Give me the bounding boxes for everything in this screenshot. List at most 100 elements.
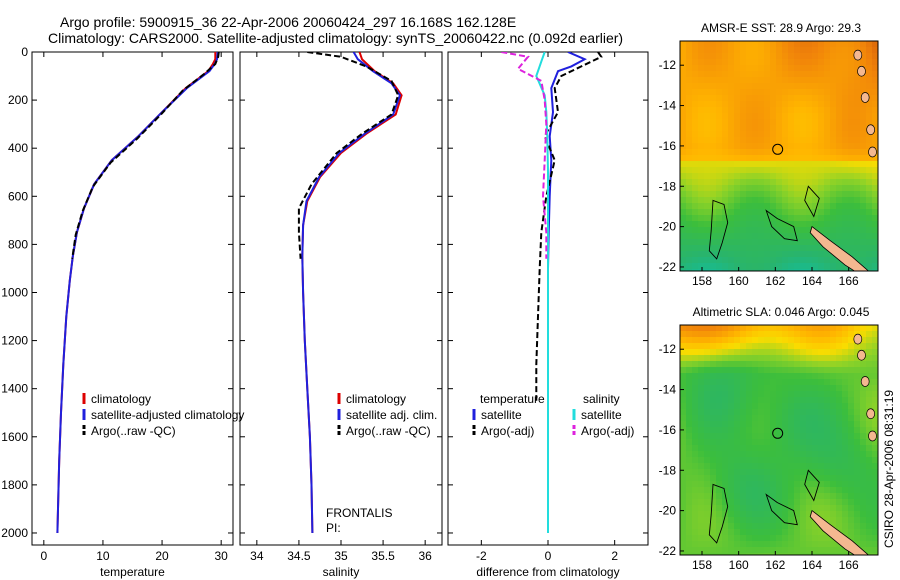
temperature-xlabel: temperature [100,565,165,579]
amsre-sst-cell [764,251,771,258]
altimetric-sla-cell [830,523,837,530]
altimetric-sla-cell [812,535,819,542]
altimetric-sla-cell [848,391,855,398]
amsre-sst-cell [740,65,747,72]
altimetric-sla-cell [770,517,777,524]
amsre-sst-cell [728,47,735,54]
amsre-sst-cell [722,119,729,126]
amsre-sst-cell [782,221,789,228]
altimetric-sla-cell [872,523,878,530]
amsre-sst-cell [710,95,717,102]
amsre-sst-cell [680,137,687,144]
altimetric-sla-cell [782,325,789,332]
amsre-sst-cell [764,155,771,162]
amsre-sst-cell [770,77,777,84]
altimetric-sla-cell [818,535,825,542]
amsre-sst-cell [788,251,795,258]
amsre-sst-cell [848,245,855,252]
amsre-sst-cell [752,203,759,210]
altimetric-sla-cell [818,361,825,368]
amsre-sst-cell [764,269,771,271]
amsre-sst-cell [842,95,849,102]
altimetric-sla-cell [716,451,723,458]
amsre-sst-cell [776,239,783,246]
amsre-sst-cell [842,47,849,54]
altimetric-sla-cell [686,445,693,452]
amsre-sst-cell [794,59,801,66]
amsre-sst-cell [848,239,855,246]
amsre-sst-cell [734,41,741,48]
amsre-sst-cell [710,131,717,138]
amsre-sst-cell [728,257,735,264]
altimetric-sla-cell [782,355,789,362]
altimetric-sla-cell [704,541,711,548]
amsre-sst-cell [728,101,735,108]
amsre-sst-island [860,92,870,103]
amsre-sst-cell [866,155,873,162]
amsre-sst-cell [698,131,705,138]
amsre-sst-cell [806,221,813,228]
altimetric-sla-cell [788,451,795,458]
amsre-sst-cell [872,239,878,246]
altimetric-sla-cell [698,487,705,494]
altimetric-sla-cell [710,349,717,356]
altimetric-sla-cell [758,457,765,464]
amsre-sst-cell [824,41,831,48]
amsre-sst-cell [704,203,711,210]
altimetric-sla-cell [740,493,747,500]
altimetric-sla-cell [848,475,855,482]
altimetric-sla-cell [842,391,849,398]
amsre-sst-cell [782,269,789,271]
altimetric-sla-cell [716,391,723,398]
amsre-sst-cell [818,107,825,114]
amsre-sst-cell [848,173,855,180]
altimetric-sla-cell [860,481,867,488]
amsre-sst-cell [698,77,705,84]
amsre-sst-cell [764,119,771,126]
altimetric-sla-cell [782,457,789,464]
amsre-sst-cell [692,215,699,222]
altimetric-sla-cell [746,421,753,428]
amsre-sst-cell [788,245,795,252]
altimetric-sla-cell [800,433,807,440]
amsre-sst-cell [848,101,855,108]
altimetric-sla-cell [818,463,825,470]
amsre-sst-cell [740,173,747,180]
altimetric-sla-cell [740,373,747,380]
altimetric-sla-cell [698,541,705,548]
altimetric-sla-cell [836,439,843,446]
altimetric-sla-cell [854,349,861,356]
amsre-sst-cell [854,215,861,222]
altimetric-sla-cell [824,541,831,548]
altimetric-sla-cell [836,421,843,428]
altimetric-sla-cell [758,499,765,506]
amsre-sst-cell [830,41,837,48]
amsre-sst-cell [704,161,711,168]
altimetric-sla-cell [818,451,825,458]
amsre-sst-cell [818,65,825,72]
altimetric-sla-cell [818,331,825,338]
amsre-sst-cell [704,257,711,264]
altimetric-sla-cell [770,553,777,555]
altimetric-sla-cell [740,427,747,434]
amsre-sst-cell [788,239,795,246]
altimetric-sla-cell [686,523,693,530]
altimetric-sla-cell [752,385,759,392]
altimetric-sla-cell [782,445,789,452]
amsre-sst-cell [812,77,819,84]
amsre-sst-cell [818,167,825,174]
altimetric-sla-cell [764,367,771,374]
amsre-sst-cell [698,47,705,54]
amsre-sst-cell [722,161,729,168]
altimetric-sla-cell [752,511,759,518]
amsre-sst-cell [686,137,693,144]
altimetric-sla-cell [848,361,855,368]
amsre-sst-cell [872,209,878,216]
amsre-sst-xtick-label: 162 [765,274,785,288]
salinity-line-argo-raw-qc- [297,52,400,259]
amsre-sst-cell [848,47,855,54]
amsre-sst-cell [698,143,705,150]
amsre-sst-cell [842,245,849,252]
amsre-sst-cell [860,221,867,228]
amsre-sst-cell [860,155,867,162]
